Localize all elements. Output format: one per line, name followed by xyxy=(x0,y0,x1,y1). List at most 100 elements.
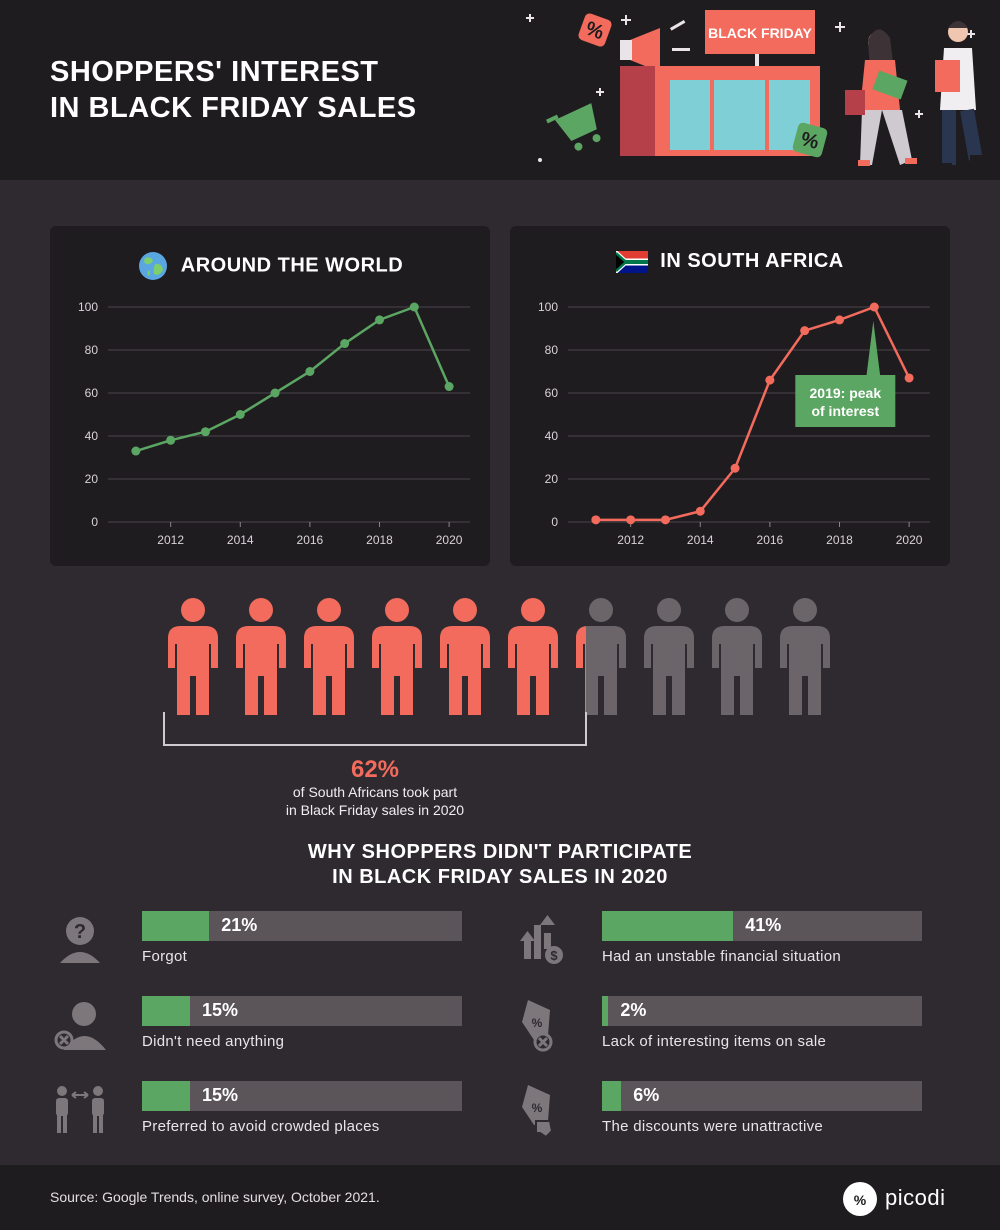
reason-unattractive-discounts: % 6% The discounts were unattractive xyxy=(510,1081,922,1151)
chart-panel-south-africa: 0 20 40 60 80 100 2012 2014 2016 2018 2020 2019: pe… xyxy=(510,226,950,566)
y-tick-label: 20 xyxy=(545,472,559,486)
data-point xyxy=(340,339,350,349)
header: SHOPPERS' INTEREST IN BLACK FRIDAY SALES… xyxy=(0,0,1000,180)
callout-text: 2019: peak xyxy=(810,385,882,401)
reason-percent: 6% xyxy=(633,1085,660,1105)
callout-pointer xyxy=(866,321,881,377)
black-friday-illustration: % BLACK FRIDAY % xyxy=(526,10,986,169)
reason-financial: $ 41% Had an unstable financial situatio… xyxy=(510,911,922,981)
participation-percent: 62% xyxy=(350,756,400,783)
store-icon: BLACK FRIDAY xyxy=(620,10,820,156)
reason-lack-items: % 2% Lack of interesting items on sale xyxy=(510,996,922,1066)
x-tick-label: 2018 xyxy=(826,533,853,547)
series-line xyxy=(595,305,911,522)
reason-label: Preferred to avoid crowded places xyxy=(142,1118,380,1135)
series-line xyxy=(135,305,451,453)
reason-percent: 15% xyxy=(202,1000,239,1020)
data-point xyxy=(270,388,280,398)
y-tick-label: 60 xyxy=(85,386,99,400)
reason-forgot: ? 21% Forgot xyxy=(50,911,462,981)
x-tick-label: 2014 xyxy=(687,533,714,547)
svg-text:BLACK FRIDAY: BLACK FRIDAY xyxy=(708,25,812,41)
x-tick-label: 2018 xyxy=(366,533,393,547)
person-icon xyxy=(372,598,422,715)
reason-bar: 41% xyxy=(602,911,922,941)
x-tick-label: 2012 xyxy=(617,533,644,547)
reason-bar: 2% xyxy=(602,996,922,1026)
reason-label: Forgot xyxy=(142,948,188,965)
participation-description: of South Africans took part in Black Fri… xyxy=(285,784,465,818)
people-pictogram xyxy=(168,598,830,715)
reason-percent: 41% xyxy=(745,915,782,935)
data-point xyxy=(730,463,740,473)
person-icon xyxy=(508,598,558,715)
south-africa-flag-icon xyxy=(616,250,649,273)
reason-bar: 6% xyxy=(602,1081,922,1111)
data-point xyxy=(444,382,454,392)
data-point xyxy=(235,410,245,419)
person-icon xyxy=(576,598,626,715)
shopper-man-icon xyxy=(935,21,986,169)
y-tick-label: 0 xyxy=(91,515,98,529)
reason-bar: 21% xyxy=(142,911,462,941)
page-title: SHOPPERS' INTEREST IN BLACK FRIDAY SALES xyxy=(50,56,417,124)
y-tick-label: 40 xyxy=(85,429,99,443)
y-tick-label: 0 xyxy=(551,515,558,529)
reason-crowded-places: 15% Preferred to avoid crowded places xyxy=(50,1081,462,1151)
footer: Source: Google Trends, online survey, Oc… xyxy=(0,1165,1000,1230)
reason-bar-fill xyxy=(602,1081,622,1111)
data-point xyxy=(765,375,775,385)
x-tick-label: 2016 xyxy=(757,533,784,547)
reason-label: The discounts were unattractive xyxy=(602,1118,824,1135)
tag-thumbs-down-icon: % xyxy=(522,1085,554,1139)
people-distance-icon xyxy=(56,1086,104,1133)
percent-badge-icon: % xyxy=(578,13,612,47)
person-icon xyxy=(440,598,490,715)
person-icon xyxy=(712,598,762,715)
svg-text:%: % xyxy=(532,1101,543,1115)
y-tick-label: 20 xyxy=(85,472,99,486)
svg-text:%: % xyxy=(532,1016,543,1030)
shopping-cart-icon xyxy=(546,103,601,151)
data-point xyxy=(626,515,636,525)
person-x-icon xyxy=(54,1002,106,1050)
chart-panel-world: 0 20 40 60 80 100 2012 2014 2016 2018 2020 AROUND … xyxy=(50,226,490,566)
question-head-icon: ? xyxy=(60,917,100,963)
data-point xyxy=(131,446,141,456)
x-tick-label: 2014 xyxy=(227,533,254,547)
callout-box xyxy=(795,375,896,427)
svg-text:%: % xyxy=(854,1192,867,1208)
reason-label: Didn't need anything xyxy=(142,1033,285,1050)
chart-title-south-africa: IN SOUTH AFRICA xyxy=(510,250,950,273)
participation-bracket xyxy=(163,712,587,746)
data-point xyxy=(375,315,384,325)
data-point xyxy=(800,326,810,336)
reason-bar: 15% xyxy=(142,996,462,1026)
shopper-woman-icon xyxy=(845,29,917,166)
y-tick-label: 80 xyxy=(545,343,559,357)
reason-percent: 15% xyxy=(202,1085,239,1105)
y-tick-label: 60 xyxy=(545,386,559,400)
reason-bar-fill xyxy=(602,911,734,941)
data-point xyxy=(869,302,879,312)
reason-bar-fill xyxy=(142,911,210,941)
data-point xyxy=(591,515,601,525)
reason-bar: 15% xyxy=(142,1081,462,1111)
data-point xyxy=(835,315,844,325)
reason-label: Lack of interesting items on sale xyxy=(602,1033,827,1050)
financial-chart-icon: $ xyxy=(520,915,563,964)
person-icon xyxy=(644,598,694,715)
chart-world: 0 20 40 60 80 100 2012 2014 2016 2018 2020 xyxy=(78,300,470,547)
chart-title-world: AROUND THE WORLD xyxy=(50,250,490,282)
person-icon xyxy=(780,598,830,715)
picodi-logo-icon: % xyxy=(843,1182,877,1216)
tag-x-icon: % xyxy=(522,1000,553,1052)
svg-text:?: ? xyxy=(74,921,86,943)
y-tick-label: 80 xyxy=(85,343,99,357)
annotation-callout: 2019: peak of interest xyxy=(795,321,896,427)
data-point xyxy=(200,427,210,437)
reason-percent: 21% xyxy=(221,915,258,935)
x-tick-label: 2020 xyxy=(436,533,463,547)
sparkle-icon xyxy=(526,14,975,162)
person-icon xyxy=(236,598,286,715)
